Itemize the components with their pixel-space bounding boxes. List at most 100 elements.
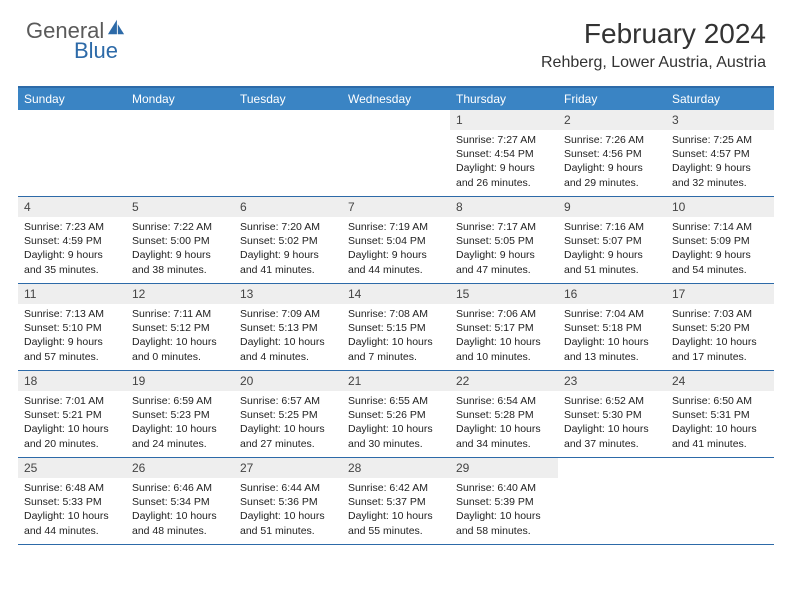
day-sunset: Sunset: 5:02 PM [240,234,336,248]
day-number: 3 [666,110,774,130]
day-sunrise: Sunrise: 7:20 AM [240,220,336,234]
day-sunset: Sunset: 5:37 PM [348,495,444,509]
day-number: 15 [450,284,558,304]
day-cell: 27 Sunrise: 6:44 AMSunset: 5:36 PMDayligh… [234,458,342,544]
day-daylight2: and 17 minutes. [672,350,768,364]
day-sunrise: Sunrise: 7:16 AM [564,220,660,234]
day-cell: 12Sunrise: 7:11 AMSunset: 5:12 PMDayligh… [126,284,234,370]
day-info: Sunrise: 6:52 AMSunset: 5:30 PMDaylight:… [558,391,666,456]
day-daylight2: and 26 minutes. [456,176,552,190]
day-number: 24 [666,371,774,391]
weekday-header: Thursday [450,88,558,110]
day-info: Sunrise: 7:25 AMSunset: 4:57 PMDaylight:… [666,130,774,195]
day-sunset: Sunset: 4:59 PM [24,234,120,248]
day-info: Sunrise: 7:06 AMSunset: 5:17 PMDaylight:… [450,304,558,369]
day-daylight2: and 48 minutes. [132,524,228,538]
day-number: 23 [558,371,666,391]
header: GeneralBlue February 2024 Rehberg, Lower… [0,0,792,80]
day-info: Sunrise: 7:03 AMSunset: 5:20 PMDaylight:… [666,304,774,369]
day-daylight1: Daylight: 10 hours [240,422,336,436]
day-cell: 5Sunrise: 7:22 AMSunset: 5:00 PMDaylight… [126,197,234,283]
day-daylight2: and 34 minutes. [456,437,552,451]
day-cell: 28Sunrise: 6:42 AMSunset: 5:37 PMDayligh… [342,458,450,544]
day-sunset: Sunset: 5:36 PM [240,495,336,509]
day-cell: 19Sunrise: 6:59 AMSunset: 5:23 PMDayligh… [126,371,234,457]
day-sunset: Sunset: 5:21 PM [24,408,120,422]
day-daylight1: Daylight: 10 hours [240,509,336,523]
day-sunset: Sunset: 5:17 PM [456,321,552,335]
day-info: Sunrise: 7:27 AMSunset: 4:54 PMDaylight:… [450,130,558,195]
day-cell: 26Sunrise: 6:46 AMSunset: 5:34 PMDayligh… [126,458,234,544]
day-sunrise: Sunrise: 6:59 AM [132,394,228,408]
day-number: 19 [126,371,234,391]
day-number: 4 [18,197,126,217]
day-cell: 1Sunrise: 7:27 AMSunset: 4:54 PMDaylight… [450,110,558,196]
weekday-header-row: Sunday Monday Tuesday Wednesday Thursday… [18,88,774,110]
day-daylight1: Daylight: 10 hours [24,422,120,436]
week-row: 1Sunrise: 7:27 AMSunset: 4:54 PMDaylight… [18,110,774,197]
day-info: Sunrise: 6:42 AMSunset: 5:37 PMDaylight:… [342,478,450,543]
day-daylight1: Daylight: 10 hours [132,422,228,436]
day-cell: 21Sunrise: 6:55 AMSunset: 5:26 PMDayligh… [342,371,450,457]
day-number: 7 [342,197,450,217]
day-daylight2: and 58 minutes. [456,524,552,538]
day-sunrise: Sunrise: 7:09 AM [240,307,336,321]
day-daylight2: and 29 minutes. [564,176,660,190]
day-sunset: Sunset: 5:30 PM [564,408,660,422]
day-daylight1: Daylight: 9 hours [564,248,660,262]
day-info: Sunrise: 7:14 AMSunset: 5:09 PMDaylight:… [666,217,774,282]
day-sunset: Sunset: 5:15 PM [348,321,444,335]
day-daylight1: Daylight: 9 hours [240,248,336,262]
day-daylight1: Daylight: 10 hours [240,335,336,349]
weekday-header: Tuesday [234,88,342,110]
day-number: 14 [342,284,450,304]
day-sunset: Sunset: 5:13 PM [240,321,336,335]
day-sunset: Sunset: 5:04 PM [348,234,444,248]
day-daylight2: and 30 minutes. [348,437,444,451]
day-sunrise: Sunrise: 7:27 AM [456,133,552,147]
day-number: 9 [558,197,666,217]
day-daylight2: and 7 minutes. [348,350,444,364]
day-daylight2: and 44 minutes. [348,263,444,277]
day-daylight2: and 47 minutes. [456,263,552,277]
day-info: Sunrise: 7:20 AMSunset: 5:02 PMDaylight:… [234,217,342,282]
day-daylight2: and 0 minutes. [132,350,228,364]
day-sunset: Sunset: 5:20 PM [672,321,768,335]
day-daylight1: Daylight: 10 hours [348,509,444,523]
day-daylight2: and 41 minutes. [672,437,768,451]
day-number: 8 [450,197,558,217]
day-daylight1: Daylight: 10 hours [456,335,552,349]
week-row: 11Sunrise: 7:13 AMSunset: 5:10 PMDayligh… [18,284,774,371]
day-sunrise: Sunrise: 7:19 AM [348,220,444,234]
day-daylight2: and 32 minutes. [672,176,768,190]
day-daylight2: and 44 minutes. [24,524,120,538]
day-sunrise: Sunrise: 7:01 AM [24,394,120,408]
location-text: Rehberg, Lower Austria, Austria [541,54,766,72]
day-sunrise: Sunrise: 6:40 AM [456,481,552,495]
day-daylight1: Daylight: 9 hours [132,248,228,262]
day-info: Sunrise: 6:55 AMSunset: 5:26 PMDaylight:… [342,391,450,456]
day-daylight1: Daylight: 9 hours [564,161,660,175]
day-sunset: Sunset: 5:10 PM [24,321,120,335]
logo-text-blue: Blue [74,38,126,64]
weekday-header: Wednesday [342,88,450,110]
day-sunrise: Sunrise: 6:54 AM [456,394,552,408]
day-number: 28 [342,458,450,478]
weekday-header: Monday [126,88,234,110]
day-daylight2: and 41 minutes. [240,263,336,277]
day-daylight1: Daylight: 10 hours [132,335,228,349]
day-cell: 14Sunrise: 7:08 AMSunset: 5:15 PMDayligh… [342,284,450,370]
day-sunset: Sunset: 5:39 PM [456,495,552,509]
day-info: Sunrise: 7:13 AMSunset: 5:10 PMDaylight:… [18,304,126,369]
day-sunrise: Sunrise: 6:48 AM [24,481,120,495]
day-number: 27 [234,458,342,478]
day-sunrise: Sunrise: 6:44 AM [240,481,336,495]
day-sunrise: Sunrise: 6:57 AM [240,394,336,408]
day-info: Sunrise: 7:09 AMSunset: 5:13 PMDaylight:… [234,304,342,369]
day-number: 11 [18,284,126,304]
day-number: 10 [666,197,774,217]
day-info: Sunrise: 6:48 AMSunset: 5:33 PMDaylight:… [18,478,126,543]
day-daylight1: Daylight: 10 hours [132,509,228,523]
weeks-container: 1Sunrise: 7:27 AMSunset: 4:54 PMDaylight… [18,110,774,545]
day-cell [126,110,234,196]
